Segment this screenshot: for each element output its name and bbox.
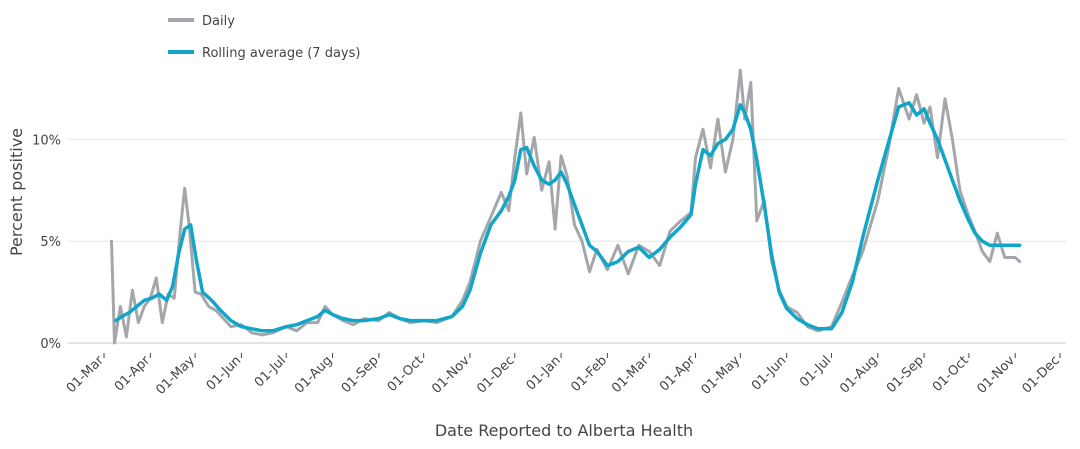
- x-tick-label: 01-Feb: [568, 353, 610, 395]
- x-tick-label: 01-Apr: [657, 353, 699, 395]
- x-tick-label: 01-Sep: [884, 353, 927, 396]
- y-tick-label: 5%: [40, 235, 61, 250]
- x-tick-label: 01-Mar: [64, 353, 107, 396]
- x-tick-label: 01-Jun: [749, 353, 790, 394]
- x-tick-label: 01-Jan: [524, 353, 564, 393]
- x-tick-label: 01-Dec: [1019, 353, 1062, 396]
- x-tick-label: 01-Nov: [429, 353, 473, 397]
- x-tick-label: 01-Mar: [609, 353, 652, 396]
- x-tick-label: 01-Jul: [797, 353, 834, 390]
- x-tick-label: 01-Sep: [339, 353, 382, 396]
- y-tick-label: 10%: [32, 133, 61, 148]
- x-tick-label: 01-Jul: [252, 353, 289, 390]
- x-tick-label: 01-May: [153, 353, 198, 398]
- legend-label-rolling-average: Rolling average (7 days): [202, 46, 360, 61]
- y-axis-title: Percent positive: [7, 128, 26, 256]
- x-tick-label: 01-Apr: [112, 353, 154, 395]
- x-axis-ticks: 01-Mar 01-Apr 01-May 01-Jun 01-Jul 01-Aug 01-S…: [64, 353, 1063, 398]
- y-axis-ticks: 0% 5% 10%: [32, 133, 61, 352]
- x-tick-label: 01-Aug: [837, 353, 880, 396]
- x-tick-label: 01-Oct: [385, 353, 427, 395]
- y-tick-label: 0%: [40, 337, 61, 352]
- legend-item-rolling-average[interactable]: Rolling average (7 days): [168, 46, 360, 61]
- series-layer: [110, 68, 1022, 345]
- x-axis-title: Date Reported to Alberta Health: [435, 421, 693, 440]
- daily-series-line: [110, 68, 1022, 345]
- x-tick-label: 01-Dec: [474, 353, 517, 396]
- x-tick-label: 01-Aug: [292, 353, 335, 396]
- legend[interactable]: Daily Rolling average (7 days): [168, 14, 360, 61]
- gridlines: [68, 138, 1066, 344]
- rolling-average-series-line: [114, 101, 1022, 333]
- x-tick-label: 01-Nov: [974, 353, 1018, 397]
- legend-item-daily[interactable]: Daily: [168, 14, 235, 29]
- x-tick-label: 01-May: [699, 353, 744, 398]
- x-tick-label: 01-Jun: [204, 353, 245, 394]
- x-tick-label: 01-Oct: [930, 353, 972, 395]
- legend-label-daily: Daily: [202, 14, 235, 29]
